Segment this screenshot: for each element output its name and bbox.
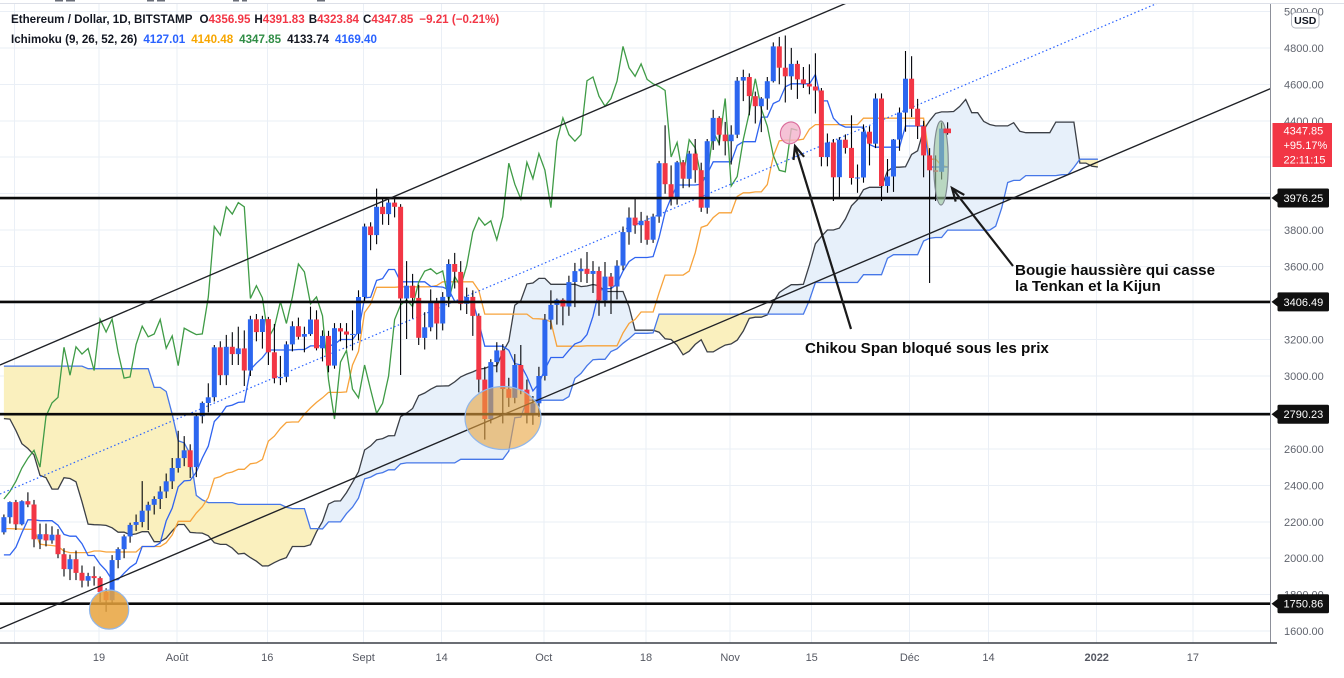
svg-text:+95.17%: +95.17% — [1284, 140, 1328, 152]
svg-text:1750.86: 1750.86 — [1284, 599, 1324, 611]
svg-text:Sept: Sept — [352, 652, 375, 664]
svg-text:18: 18 — [640, 652, 652, 664]
svg-text:2790.23: 2790.23 — [1284, 409, 1324, 421]
svg-text:Août: Août — [166, 652, 189, 664]
svg-text:4800.00: 4800.00 — [1284, 43, 1324, 55]
svg-text:15: 15 — [806, 652, 818, 664]
svg-text:Déc: Déc — [900, 652, 920, 664]
svg-text:14: 14 — [435, 652, 447, 664]
svg-text:Ethereum / Dollar, 1D, BITSTAM: Ethereum / Dollar, 1D, BITSTAMP O4356.95 H… — [11, 13, 499, 26]
svg-text:USD: USD — [1294, 15, 1317, 27]
svg-text:3976.25: 3976.25 — [1284, 193, 1324, 205]
svg-text:16: 16 — [261, 652, 273, 664]
svg-text:2022: 2022 — [1084, 652, 1108, 664]
svg-text:Bougie haussière qui casse: Bougie haussière qui casse — [1015, 262, 1215, 279]
svg-text:14: 14 — [982, 652, 994, 664]
svg-text:3800.00: 3800.00 — [1284, 225, 1324, 237]
svg-text:Nov: Nov — [720, 652, 740, 664]
svg-text:2000.00: 2000.00 — [1284, 553, 1324, 565]
svg-text:17: 17 — [1187, 652, 1199, 664]
svg-text:4600.00: 4600.00 — [1284, 79, 1324, 91]
svg-text:Oct: Oct — [535, 652, 552, 664]
svg-text:2600.00: 2600.00 — [1284, 444, 1324, 456]
svg-text:2400.00: 2400.00 — [1284, 480, 1324, 492]
svg-text:1600.00: 1600.00 — [1284, 626, 1324, 638]
svg-text:2200.00: 2200.00 — [1284, 517, 1324, 529]
svg-text:3406.49: 3406.49 — [1284, 297, 1324, 309]
svg-text:3200.00: 3200.00 — [1284, 335, 1324, 347]
svg-text:3600.00: 3600.00 — [1284, 262, 1324, 274]
svg-text:3000.00: 3000.00 — [1284, 371, 1324, 383]
svg-text:Ichimoku (9, 26, 52, 26)4127.0: Ichimoku (9, 26, 52, 26) 4127.01 4140.48 43… — [11, 33, 377, 46]
svg-text:22:11:15: 22:11:15 — [1284, 155, 1326, 167]
svg-text:Chikou Span bloqué sous les pr: Chikou Span bloqué sous les prix — [805, 340, 1049, 357]
svg-text:19: 19 — [93, 652, 105, 664]
svg-text:la Tenkan et la Kijun: la Tenkan et la Kijun — [1015, 278, 1161, 295]
svg-text:4347.85: 4347.85 — [1284, 126, 1324, 138]
